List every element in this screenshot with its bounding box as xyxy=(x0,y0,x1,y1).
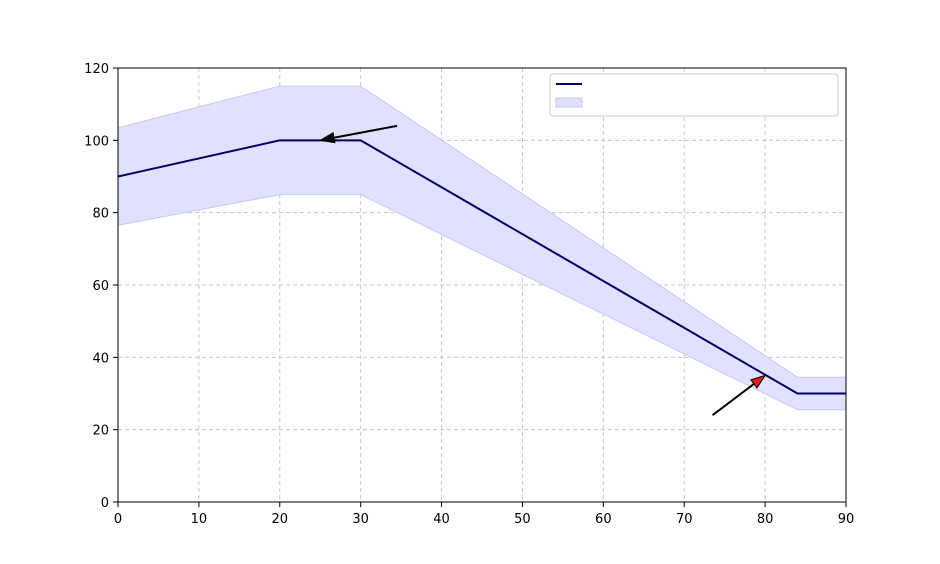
confidence-band xyxy=(117,85,847,411)
annotation-arrow-shaft xyxy=(711,383,755,416)
y-tick-label: 100 xyxy=(84,134,109,149)
annotation-arrow xyxy=(318,124,398,144)
y-tick-label: 20 xyxy=(92,424,109,439)
series-line xyxy=(117,139,846,395)
x-tick-label: 50 xyxy=(514,512,531,527)
annotation-arrow-shaft xyxy=(333,124,398,139)
confidence-band-layer xyxy=(117,85,847,411)
x-tick-label: 40 xyxy=(433,512,450,527)
x-tick-label: 80 xyxy=(757,512,774,527)
x-tick-label: 60 xyxy=(595,512,612,527)
legend-swatch-band xyxy=(555,97,583,108)
annotation-layer xyxy=(318,124,767,416)
legend-box xyxy=(549,73,839,117)
legend xyxy=(549,73,839,117)
x-tick-label: 20 xyxy=(272,512,289,527)
y-tick-label: 120 xyxy=(84,62,109,77)
annotation-arrow-head xyxy=(318,132,336,144)
x-tick-label: 30 xyxy=(352,512,369,527)
x-tick-label: 70 xyxy=(676,512,693,527)
series-layer xyxy=(117,139,846,395)
y-tick-label: 0 xyxy=(101,496,109,511)
x-tick-label: 0 xyxy=(114,512,122,527)
annotation-arrow xyxy=(711,374,767,416)
x-tick-label: 10 xyxy=(191,512,208,527)
y-tick-label: 80 xyxy=(92,207,109,222)
y-tick-label: 60 xyxy=(92,279,109,294)
x-tick-label: 90 xyxy=(838,512,855,527)
annotation-arrow-head xyxy=(750,374,767,389)
axis-ticks: 0 10 20 30 40 50 60 70 80 90 0 20 40 60 80 100 120 xyxy=(84,62,854,527)
y-tick-label: 40 xyxy=(92,351,109,366)
